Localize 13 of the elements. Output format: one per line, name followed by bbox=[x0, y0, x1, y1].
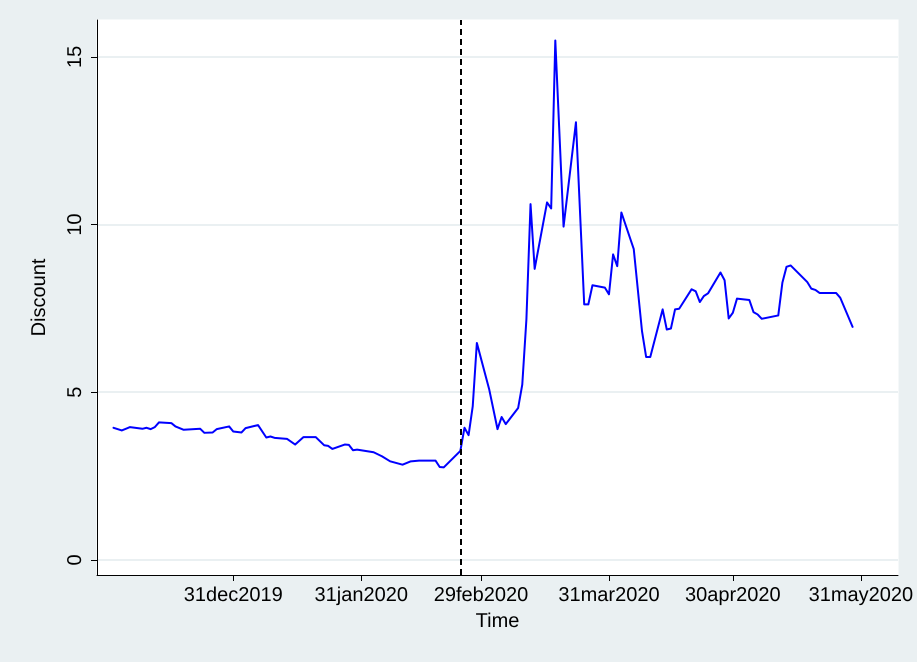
x-tick-label: 31may2020 bbox=[808, 584, 914, 606]
x-tick-label: 29feb2020 bbox=[434, 584, 528, 606]
y-axis-title: Discount bbox=[28, 258, 50, 336]
y-tick-label: 10 bbox=[64, 213, 86, 236]
y-tick-label: 0 bbox=[64, 554, 86, 566]
x-tick-label: 30apr2020 bbox=[685, 584, 781, 606]
x-axis-title: Time bbox=[476, 610, 520, 632]
x-tick-label: 31mar2020 bbox=[558, 584, 660, 606]
x-tick-label: 31jan2020 bbox=[314, 584, 408, 606]
x-tick-label: 31dec2019 bbox=[184, 584, 283, 606]
line-series bbox=[112, 39, 854, 468]
y-tick-label: 5 bbox=[64, 386, 86, 398]
y-tick-label: 15 bbox=[64, 46, 86, 68]
